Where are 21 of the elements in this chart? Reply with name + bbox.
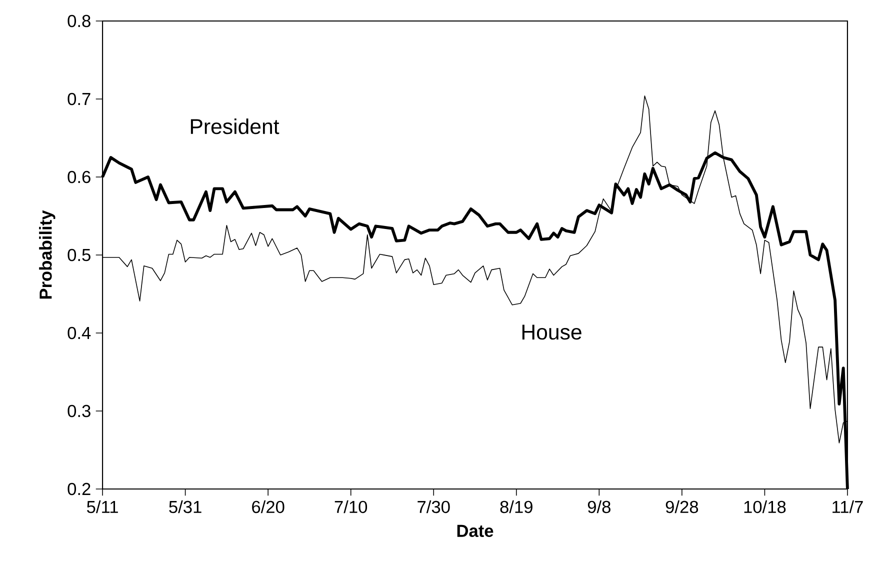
x-axis-title: Date [457,524,494,538]
series-label: House [522,324,582,340]
y-tick-label: 0.5 [68,248,90,262]
x-tick-label: 7/10 [334,500,368,514]
y-tick-label: 0.7 [68,92,90,106]
y-tick-label: 0.4 [68,326,91,340]
y-tick-label: 0.6 [68,170,90,184]
x-tick-label: 11/7 [832,500,863,514]
x-tick-label: 5/11 [87,500,118,514]
y-tick-label: 0.3 [68,404,90,418]
x-tick-label: 5/31 [169,500,202,514]
x-tick-label: 8/19 [500,500,532,514]
text: President [190,118,280,134]
x-tick-label: 9/28 [666,500,698,514]
x-tick-label: 9/8 [588,500,610,514]
x-tick-label: 10/18 [744,500,786,514]
x-tick-label: 7/30 [418,500,450,514]
y-tick-label: 0.8 [68,14,90,28]
y-tick-label: 0.2 [68,482,90,496]
x-tick-label: 6/20 [252,500,284,514]
y-axis-title: Probability [39,210,56,299]
